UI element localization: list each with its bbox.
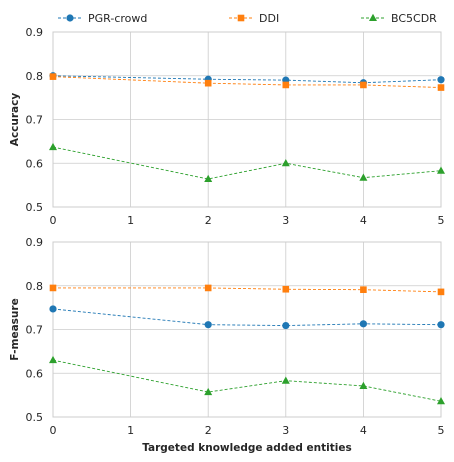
data-point: [437, 397, 445, 405]
data-point: [49, 305, 57, 313]
legend-label: BC5CDR: [391, 12, 437, 25]
series-line: [52, 308, 442, 327]
x-axis-label: Targeted knowledge added entities: [142, 442, 352, 454]
series-line: [52, 76, 442, 89]
legend-label: DDI: [259, 12, 279, 25]
y-tick-label: 0.8: [26, 280, 44, 293]
y-tick-label: 0.8: [26, 70, 44, 83]
legend-marker: [369, 13, 377, 21]
data-point: [282, 285, 290, 293]
x-tick-label: 0: [50, 214, 57, 227]
data-point: [359, 173, 368, 181]
data-point: [204, 284, 212, 292]
data-point: [437, 321, 445, 329]
y-tick-label: 0.9: [26, 236, 44, 249]
legend-item-pgr-crowd: PGR-crowd: [58, 12, 147, 25]
plot-frame: [52, 241, 442, 418]
series-line: [52, 75, 442, 84]
x-tick-label: 1: [127, 424, 134, 437]
data-point: [282, 81, 290, 89]
legend-item-bc5cdr: BC5CDR: [361, 12, 437, 25]
data-point: [437, 166, 445, 174]
series-bc5cdr: [49, 142, 445, 182]
gridlines: [52, 31, 442, 208]
y-tick-label: 0.7: [26, 114, 44, 127]
data-point: [437, 84, 445, 91]
data-point: [281, 376, 290, 384]
data-point: [359, 381, 368, 389]
series-line: [53, 287, 442, 293]
x-tick-label: 5: [438, 424, 445, 437]
data-point: [49, 284, 57, 292]
data-point: [49, 73, 57, 80]
x-tick-label: 2: [205, 214, 212, 227]
data-point: [204, 79, 212, 87]
series-ddi: [49, 73, 445, 91]
series-ddi: [49, 284, 445, 296]
plot-frame: [52, 31, 442, 208]
data-point: [437, 76, 445, 84]
y-tick-label: 0.9: [26, 26, 44, 39]
data-point: [204, 174, 213, 182]
data-point: [49, 355, 57, 364]
x-tick-label: 1: [127, 214, 134, 227]
series-pgr-crowd: [49, 305, 445, 330]
x-tick-label: 5: [438, 214, 445, 227]
y-tick-label: 0.6: [26, 367, 44, 380]
x-tick-label: 2: [205, 424, 212, 437]
data-point: [360, 81, 367, 89]
gridlines: [52, 241, 442, 418]
legend-marker: [237, 14, 245, 22]
y-tick-label: 0.7: [26, 324, 44, 337]
data-point: [204, 387, 213, 396]
x-tick-label: 4: [360, 424, 367, 437]
legend-label: PGR-crowd: [88, 12, 147, 25]
f-measure-panel: 0 1 2 3 4 5 0.5 0.6 0.7 0.8 0.9 F-measure: [9, 236, 445, 437]
x-tick-label: 4: [360, 214, 367, 227]
y-axis-label: F-measure: [9, 298, 21, 360]
data-point: [437, 288, 445, 296]
series-line: [52, 359, 442, 402]
y-tick-label: 0.6: [26, 157, 44, 170]
accuracy-panel: 0 1 2 3 4 5 0.5 0.6 0.7 0.8 0.9 Accuracy: [9, 26, 445, 227]
data-point: [360, 286, 367, 293]
legend: PGR-crowd DDI BC5CDR: [58, 12, 437, 25]
x-tick-label: 3: [282, 424, 289, 437]
data-point: [359, 320, 367, 328]
data-point: [49, 142, 57, 151]
y-tick-label: 0.5: [26, 411, 44, 424]
series-bc5cdr: [49, 355, 445, 405]
y-axis-label: Accuracy: [9, 93, 21, 147]
x-tick-label: 3: [282, 214, 289, 227]
legend-item-ddi: DDI: [229, 12, 279, 25]
legend-marker: [66, 14, 74, 22]
data-point: [281, 159, 290, 167]
x-tick-label: 0: [50, 424, 57, 437]
data-point: [204, 321, 212, 329]
y-tick-label: 0.5: [26, 201, 44, 214]
data-point: [282, 321, 290, 330]
